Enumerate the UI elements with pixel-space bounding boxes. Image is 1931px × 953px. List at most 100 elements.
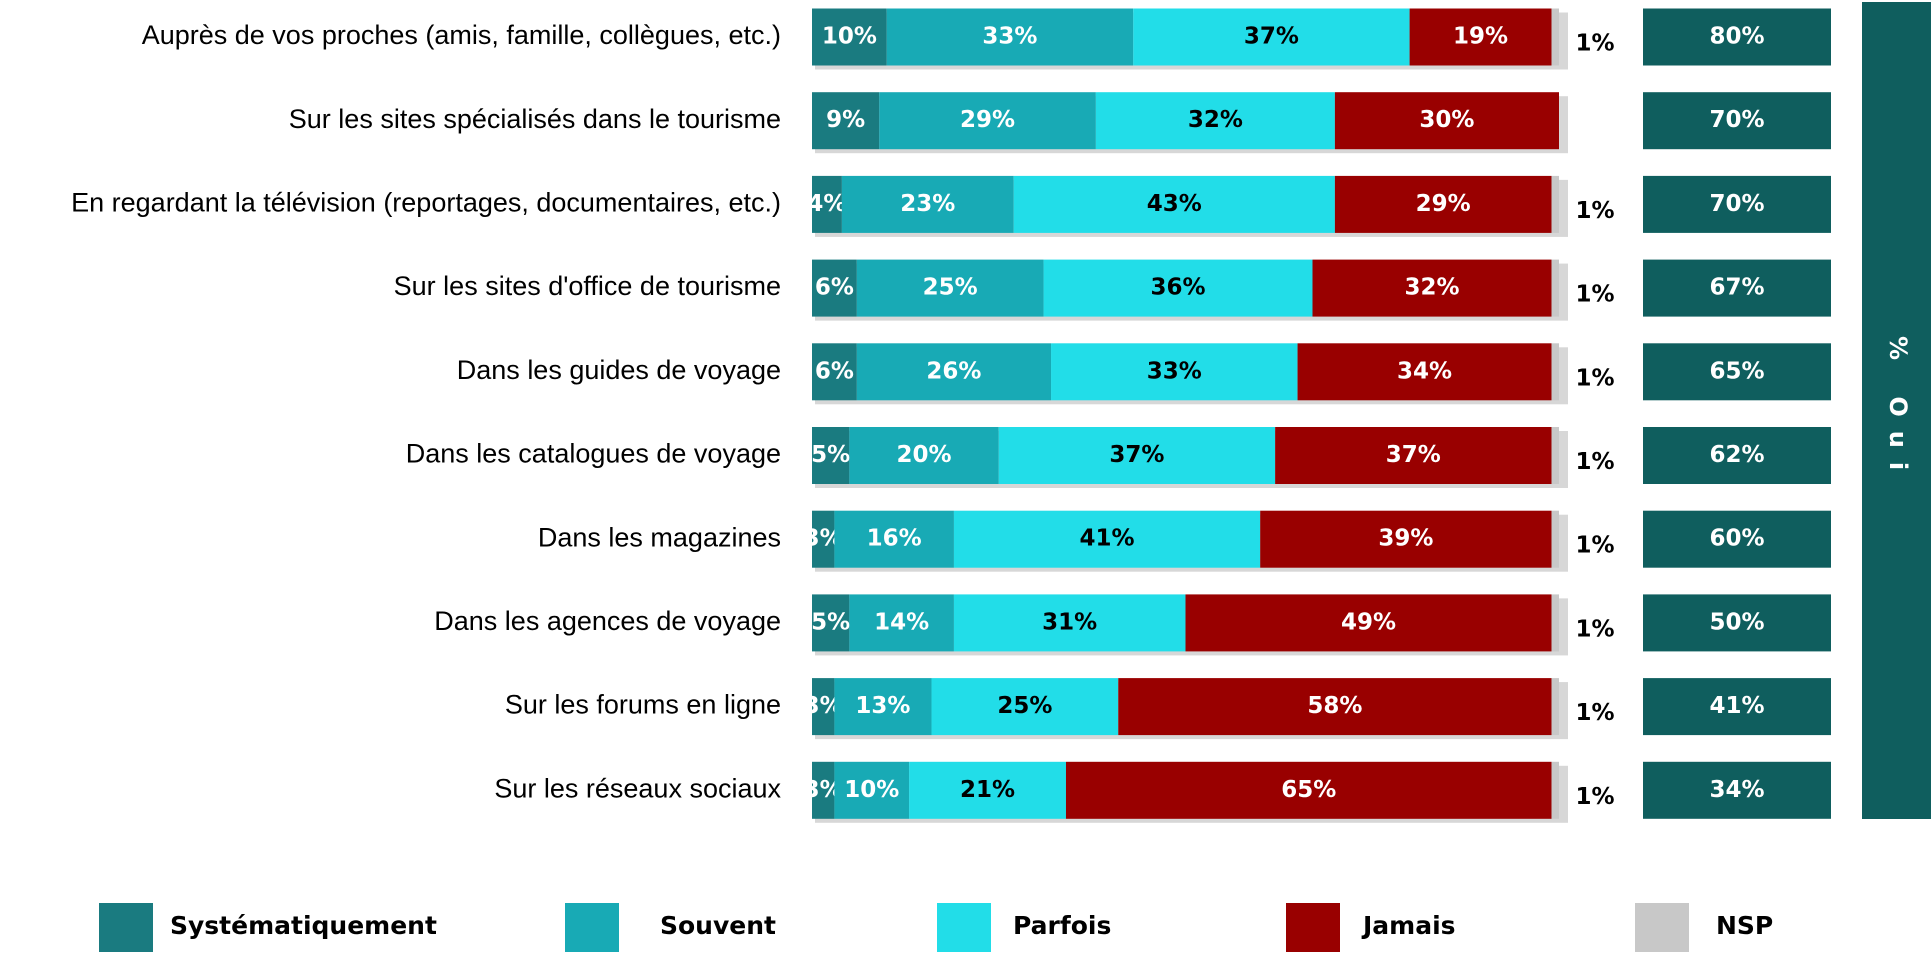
bar-segment bbox=[812, 510, 835, 568]
data-label: 6% bbox=[815, 275, 854, 301]
bar-segment bbox=[841, 175, 1014, 233]
legend-swatch bbox=[565, 903, 619, 952]
data-label: 25% bbox=[997, 693, 1052, 719]
data-label: 33% bbox=[982, 24, 1037, 50]
legend-swatch bbox=[937, 903, 991, 952]
data-label: 43% bbox=[1147, 191, 1202, 217]
data-label: 25% bbox=[923, 275, 978, 301]
oui-label: 70% bbox=[1709, 191, 1764, 217]
bar-segment bbox=[812, 8, 887, 66]
data-label: 1% bbox=[1575, 616, 1614, 642]
data-label: 1% bbox=[1575, 365, 1614, 391]
data-label: 1% bbox=[1575, 449, 1614, 475]
bar-segment bbox=[812, 175, 842, 233]
data-label: 34% bbox=[1397, 358, 1452, 384]
data-label: 65% bbox=[1281, 777, 1336, 803]
oui-label: 62% bbox=[1709, 442, 1764, 468]
bar-segment bbox=[1133, 8, 1410, 66]
data-label: 13% bbox=[855, 693, 910, 719]
bar-segment bbox=[1551, 8, 1559, 66]
data-label: 1% bbox=[1575, 784, 1614, 810]
bar-segment bbox=[812, 678, 835, 736]
bar-segment bbox=[1551, 594, 1559, 652]
data-label: 23% bbox=[900, 191, 955, 217]
data-label: 1% bbox=[1575, 700, 1614, 726]
data-label: 41% bbox=[1080, 526, 1135, 552]
bar-segment bbox=[1409, 8, 1552, 66]
data-label: 1% bbox=[1575, 533, 1614, 559]
data-label: 5% bbox=[811, 442, 850, 468]
data-label: 16% bbox=[867, 526, 922, 552]
bar-segment bbox=[812, 427, 850, 484]
bar-segment bbox=[1013, 175, 1335, 233]
data-label: 1% bbox=[1575, 282, 1614, 308]
category-label: Dans les catalogues de voyage bbox=[406, 439, 781, 469]
bar-segment bbox=[1551, 678, 1559, 736]
oui-panel bbox=[1862, 2, 1931, 819]
category-label: Auprès de vos proches (amis, famille, co… bbox=[142, 20, 781, 50]
data-label: 58% bbox=[1307, 693, 1362, 719]
data-label: 36% bbox=[1150, 275, 1205, 301]
data-label: 29% bbox=[960, 107, 1015, 133]
oui-label: 41% bbox=[1709, 693, 1764, 719]
bar-segment bbox=[879, 92, 1096, 150]
bar-segment bbox=[812, 92, 880, 150]
bar-segment bbox=[856, 343, 1052, 401]
bar-segment bbox=[953, 510, 1261, 568]
bar-segment bbox=[1185, 594, 1552, 652]
legend-swatch bbox=[1286, 903, 1340, 952]
bar-segment bbox=[1043, 259, 1313, 317]
bar-segment bbox=[1334, 175, 1552, 233]
data-label: 9% bbox=[826, 107, 865, 133]
category-label: En regardant la télévision (reportages, … bbox=[71, 188, 781, 218]
bar-segment bbox=[834, 761, 910, 819]
data-label: 1% bbox=[1575, 198, 1614, 224]
data-label: 19% bbox=[1453, 24, 1508, 50]
bar-segment bbox=[998, 427, 1276, 484]
bar-segment bbox=[1260, 510, 1552, 568]
data-label: 32% bbox=[1188, 107, 1243, 133]
data-label: 4% bbox=[807, 191, 846, 217]
category-label: Sur les sites d'office de tourisme bbox=[394, 271, 781, 301]
data-label: 32% bbox=[1404, 275, 1459, 301]
bar-segment bbox=[1118, 678, 1552, 736]
data-label: 39% bbox=[1378, 526, 1433, 552]
bar-segment bbox=[1051, 343, 1298, 401]
data-label: 37% bbox=[1386, 442, 1441, 468]
category-label: Dans les agences de voyage bbox=[434, 606, 781, 636]
oui-box bbox=[1643, 427, 1831, 484]
legend-label: NSP bbox=[1716, 911, 1773, 940]
legend-swatch bbox=[1635, 903, 1689, 952]
bar-segment bbox=[856, 259, 1044, 317]
legend-label: Souvent bbox=[660, 911, 776, 940]
data-label: 30% bbox=[1419, 107, 1474, 133]
oui-box bbox=[1643, 8, 1831, 66]
bar-segment bbox=[834, 510, 954, 568]
bar-segment bbox=[909, 761, 1066, 819]
bar-segment bbox=[834, 678, 932, 736]
data-label: 6% bbox=[815, 358, 854, 384]
bar-segment bbox=[1065, 761, 1552, 819]
data-label: 21% bbox=[960, 777, 1015, 803]
category-label: Sur les réseaux sociaux bbox=[494, 773, 781, 803]
bar-segment bbox=[1551, 761, 1559, 819]
data-label: 37% bbox=[1109, 442, 1164, 468]
oui-box bbox=[1643, 343, 1831, 401]
legend-swatch bbox=[99, 903, 153, 952]
data-label: 49% bbox=[1341, 609, 1396, 635]
data-label: 26% bbox=[926, 358, 981, 384]
bar-segment bbox=[1334, 92, 1559, 150]
bar-segment bbox=[812, 259, 857, 317]
oui-label: 80% bbox=[1709, 24, 1764, 50]
bar-segment bbox=[953, 594, 1186, 652]
data-label: 5% bbox=[811, 609, 850, 635]
oui-box bbox=[1643, 678, 1831, 736]
bar-segment bbox=[812, 594, 850, 652]
oui-label: 50% bbox=[1709, 609, 1764, 635]
oui-box bbox=[1643, 175, 1831, 233]
category-label: Dans les magazines bbox=[538, 522, 781, 552]
data-label: 33% bbox=[1147, 358, 1202, 384]
bar-segment bbox=[1551, 510, 1559, 568]
oui-label: 67% bbox=[1709, 275, 1764, 301]
